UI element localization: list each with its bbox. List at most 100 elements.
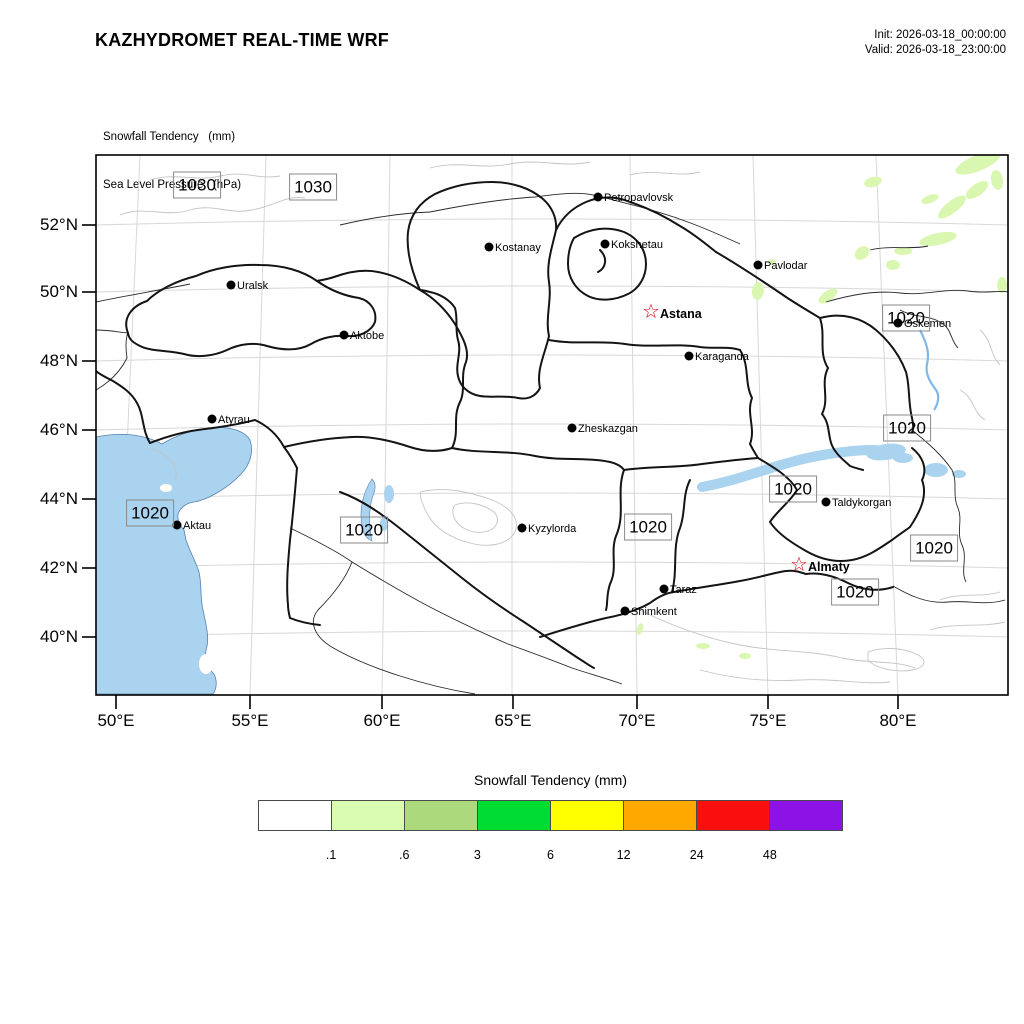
colorbar-segment: [624, 801, 697, 830]
colorbar-segment: [770, 801, 842, 830]
city-label: Atyrau: [218, 414, 250, 426]
city-label: Karaganda: [695, 351, 749, 363]
city-label: Kostanay: [495, 242, 541, 254]
city-label: Zheskazgan: [578, 423, 638, 435]
city-dot-icon: [226, 280, 236, 290]
irtysh-river: [919, 329, 940, 411]
init-time: Init: 2026-03-18_00:00:00: [874, 29, 1006, 41]
city-dot-icon: [659, 584, 669, 594]
city-dot-icon: [684, 351, 694, 361]
lat-tick-label: 50°N: [40, 282, 78, 301]
lat-tick-label: 40°N: [40, 627, 78, 646]
page-title: KAZHYDROMET REAL-TIME WRF: [95, 30, 389, 50]
legend-pressure: Sea Level Pressure (hPa): [103, 179, 242, 191]
pressure-contour-label: 1020: [910, 534, 958, 562]
pressure-contour-label: 1020: [769, 475, 817, 503]
city-label: Oskemen: [904, 318, 952, 330]
city-dot-icon: [620, 606, 630, 616]
aral-sea: [380, 517, 388, 531]
lon-tick-label: 70°E: [618, 711, 656, 730]
country-borders: [96, 192, 1008, 695]
pressure-contour-label: 1030: [289, 173, 337, 201]
city-dot-icon: [567, 423, 577, 433]
city-label: Taldykorgan: [832, 497, 892, 509]
colorbar-tick-label: 6: [547, 848, 554, 862]
capital-city-label: Almaty: [808, 560, 850, 574]
field-legend: Snowfall Tendency (mm) Sea Level Pressur…: [103, 97, 241, 209]
colorbar-segment: [551, 801, 624, 830]
colorbar-segment: [405, 801, 478, 830]
lat-tick-label: 44°N: [40, 489, 78, 508]
colorbar-title: Snowfall Tendency (mm): [473, 772, 628, 788]
pressure-contour-label: 1030: [173, 171, 221, 199]
capital-star-icon: ☆: [642, 301, 660, 323]
colorbar-segment: [478, 801, 551, 830]
region-borders: [96, 181, 926, 669]
city-dot-icon: [893, 318, 903, 328]
valid-time: Valid: 2026-03-18_23:00:00: [864, 44, 1006, 56]
colorbar-tick-label: .1: [325, 848, 337, 862]
lake-alakol: [924, 463, 948, 477]
colorbar-tick-label: 24: [689, 848, 704, 862]
city-label: Pavlodar: [764, 260, 808, 272]
city-dot-icon: [172, 520, 182, 530]
run-info: Init: 2026-03-18_00:00:00 Valid: 2026-03…: [865, 28, 1006, 58]
lat-tick-label: 42°N: [40, 558, 78, 577]
colorbar-tick-label: 12: [616, 848, 631, 862]
city-dot-icon: [593, 192, 603, 202]
city-dot-icon: [339, 330, 349, 340]
colorbar-segment: [332, 801, 405, 830]
lake-balkhash-east: [893, 453, 913, 463]
caspian-sea: [96, 427, 252, 695]
lat-tick-label: 48°N: [40, 351, 78, 370]
pressure-contour-label: 1020: [883, 414, 931, 442]
city-label: Shimkent: [631, 606, 677, 618]
water-bodies: [96, 329, 966, 695]
colorbar-segment: [259, 801, 332, 830]
city-label: Aktau: [183, 520, 212, 532]
city-dot-icon: [753, 260, 763, 270]
capital-star-icon: ☆: [790, 554, 808, 576]
pressure-contour-label: 1020: [340, 516, 388, 544]
pressure-contour-label: 1020: [882, 304, 930, 332]
city-label: Aktobe: [350, 330, 385, 342]
lon-tick-label: 60°E: [363, 711, 401, 730]
city-dot-icon: [600, 239, 610, 249]
caspian-island: [160, 484, 172, 492]
lon-tick-label: 80°E: [879, 711, 917, 730]
pressure-contour-label: 1020: [831, 578, 879, 606]
lon-tick-label: 50°E: [97, 711, 135, 730]
lon-tick-label: 65°E: [494, 711, 532, 730]
city-label: Kokshetau: [611, 239, 663, 251]
lon-tick-label: 75°E: [749, 711, 787, 730]
lat-tick-label: 52°N: [40, 215, 78, 234]
lon-tick-label: 55°E: [231, 711, 269, 730]
city-dot-icon: [821, 497, 831, 507]
aral-sea: [360, 478, 376, 542]
city-label: Kyzylorda: [528, 523, 577, 535]
map-frame: [95, 154, 1009, 696]
pressure-contour-label: 1020: [624, 513, 672, 541]
colorbar-tick-label: .6: [399, 848, 410, 862]
city-label: Taraz: [670, 584, 697, 596]
colorbar-tick-label: 3: [473, 848, 481, 862]
terrain-contours: [119, 161, 1006, 684]
colorbar: [258, 800, 843, 831]
aral-sea: [384, 485, 394, 503]
caspian-island: [199, 654, 213, 674]
axis-tick-marks: [82, 224, 899, 709]
capital-city-label: Astana: [660, 307, 702, 321]
city-dot-icon: [207, 414, 217, 424]
lat-tick-label: 46°N: [40, 420, 78, 439]
city-label: Uralsk: [237, 280, 269, 292]
city-label: Petropavlovsk: [604, 192, 674, 204]
colorbar-segment: [697, 801, 770, 830]
lake-sasykkol: [952, 470, 966, 478]
snowfall-patches: [636, 155, 1007, 659]
city-dot-icon: [484, 242, 494, 252]
legend-snowfall: Snowfall Tendency (mm): [103, 131, 236, 143]
colorbar-tick-label: 48: [762, 848, 777, 862]
pressure-contour-label: 1020: [126, 499, 174, 527]
